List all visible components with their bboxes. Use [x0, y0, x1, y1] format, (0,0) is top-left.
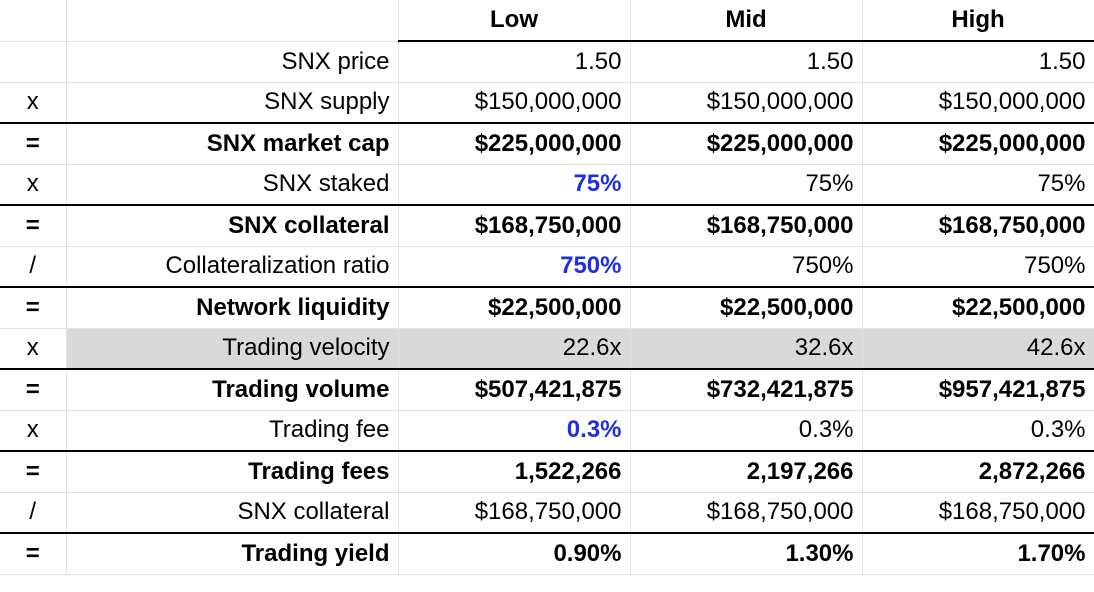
cell-low[interactable]: 1,522,266 [398, 450, 631, 493]
row-snx-collateral: = SNX collateral $168,750,000 $168,750,0… [0, 204, 1094, 247]
row-snx-staked: x SNX staked 75% 75% 75% [0, 164, 1094, 206]
cell-low[interactable]: 0.90% [398, 532, 631, 575]
cell-label[interactable]: SNX collateral [66, 204, 399, 247]
input-value: 0.3% [566, 416, 622, 444]
cell-high[interactable]: $957,421,875 [862, 368, 1094, 411]
cell-high[interactable]: $225,000,000 [862, 122, 1094, 165]
cell-low[interactable]: $507,421,875 [398, 368, 631, 411]
cell-mid[interactable]: 0.3% [630, 410, 863, 452]
cell-high[interactable]: 75% [862, 164, 1094, 206]
cell-mid[interactable]: 2,197,266 [630, 450, 863, 493]
cell-header-label[interactable] [66, 0, 399, 42]
cell-operator[interactable]: x [0, 410, 67, 452]
cell-low[interactable]: $225,000,000 [398, 122, 631, 165]
row-network-liquidity: = Network liquidity $22,500,000 $22,500,… [0, 286, 1094, 329]
cell-operator[interactable]: = [0, 286, 67, 329]
model-table: Low Mid High SNX price 1.50 1.50 1.50 x … [0, 0, 1094, 575]
row-trading-velocity: x Trading velocity 22.6x 32.6x 42.6x [0, 328, 1094, 370]
cell-operator[interactable]: = [0, 122, 67, 165]
column-header-high[interactable]: High [862, 0, 1094, 42]
cell-label[interactable]: Trading volume [66, 368, 399, 411]
cell-operator[interactable]: x [0, 164, 67, 206]
cell-low[interactable]: $150,000,000 [398, 82, 631, 124]
cell-low[interactable]: $22,500,000 [398, 286, 631, 329]
cell-label[interactable]: Trading fees [66, 450, 399, 493]
row-snx-collateral-divisor: / SNX collateral $168,750,000 $168,750,0… [0, 492, 1094, 534]
cell-high[interactable]: $168,750,000 [862, 204, 1094, 247]
cell-operator[interactable]: x [0, 328, 67, 370]
cell-high[interactable]: 1.70% [862, 532, 1094, 575]
cell-high[interactable]: 1.50 [862, 41, 1094, 83]
cell-high[interactable]: 2,872,266 [862, 450, 1094, 493]
cell-label[interactable]: SNX market cap [66, 122, 399, 165]
cell-label[interactable]: SNX supply [66, 82, 399, 124]
cell-label[interactable]: Trading fee [66, 410, 399, 452]
input-value: 75% [573, 170, 622, 198]
cell-high[interactable]: $150,000,000 [862, 82, 1094, 124]
cell-high[interactable]: $22,500,000 [862, 286, 1094, 329]
cell-low[interactable]: 1.50 [398, 41, 631, 83]
row-snx-supply: x SNX supply $150,000,000 $150,000,000 $… [0, 82, 1094, 124]
cell-operator[interactable]: x [0, 82, 67, 124]
cell-operator[interactable]: = [0, 204, 67, 247]
cell-label[interactable]: SNX staked [66, 164, 399, 206]
cell-mid[interactable]: $225,000,000 [630, 122, 863, 165]
column-header-mid[interactable]: Mid [630, 0, 863, 42]
cell-mid[interactable]: $732,421,875 [630, 368, 863, 411]
column-header-low[interactable]: Low [398, 0, 631, 42]
cell-mid[interactable]: $150,000,000 [630, 82, 863, 124]
row-trading-yield: = Trading yield 0.90% 1.30% 1.70% [0, 532, 1094, 575]
input-value: 750% [560, 252, 622, 280]
cell-operator[interactable]: = [0, 532, 67, 575]
cell-mid[interactable]: $22,500,000 [630, 286, 863, 329]
cell-mid[interactable]: 750% [630, 246, 863, 288]
header-row: Low Mid High [0, 0, 1094, 42]
cell-label[interactable]: Network liquidity [66, 286, 399, 329]
row-trading-volume: = Trading volume $507,421,875 $732,421,8… [0, 368, 1094, 411]
cell-low-input[interactable]: 750% [398, 246, 631, 288]
cell-mid[interactable]: 1.50 [630, 41, 863, 83]
cell-operator[interactable]: = [0, 450, 67, 493]
cell-low-input[interactable]: 0.3% [398, 410, 631, 452]
cell-mid[interactable]: 75% [630, 164, 863, 206]
cell-high[interactable]: 42.6x [862, 328, 1094, 370]
row-snx-market-cap: = SNX market cap $225,000,000 $225,000,0… [0, 122, 1094, 165]
cell-label[interactable]: Collateralization ratio [66, 246, 399, 288]
cell-operator[interactable]: = [0, 368, 67, 411]
cell-operator[interactable]: / [0, 246, 67, 288]
cell-low[interactable]: $168,750,000 [398, 204, 631, 247]
cell-low-input[interactable]: 75% [398, 164, 631, 206]
row-trading-fees: = Trading fees 1,522,266 2,197,266 2,872… [0, 450, 1094, 493]
cell-high[interactable]: $168,750,000 [862, 492, 1094, 534]
cell-high[interactable]: 0.3% [862, 410, 1094, 452]
cell-mid[interactable]: 32.6x [630, 328, 863, 370]
cell-label[interactable]: SNX price [66, 41, 399, 83]
cell-mid[interactable]: 1.30% [630, 532, 863, 575]
cell-mid[interactable]: $168,750,000 [630, 492, 863, 534]
cell-mid[interactable]: $168,750,000 [630, 204, 863, 247]
cell-high[interactable]: 750% [862, 246, 1094, 288]
cell-operator[interactable] [0, 41, 67, 83]
cell-label[interactable]: Trading yield [66, 532, 399, 575]
cell-header-op[interactable] [0, 0, 67, 42]
cell-operator[interactable]: / [0, 492, 67, 534]
cell-label[interactable]: Trading velocity [66, 328, 399, 370]
row-trading-fee: x Trading fee 0.3% 0.3% 0.3% [0, 410, 1094, 452]
row-snx-price: SNX price 1.50 1.50 1.50 [0, 41, 1094, 83]
cell-low[interactable]: $168,750,000 [398, 492, 631, 534]
row-collateralization-ratio: / Collateralization ratio 750% 750% 750% [0, 246, 1094, 288]
cell-label[interactable]: SNX collateral [66, 492, 399, 534]
cell-low[interactable]: 22.6x [398, 328, 631, 370]
